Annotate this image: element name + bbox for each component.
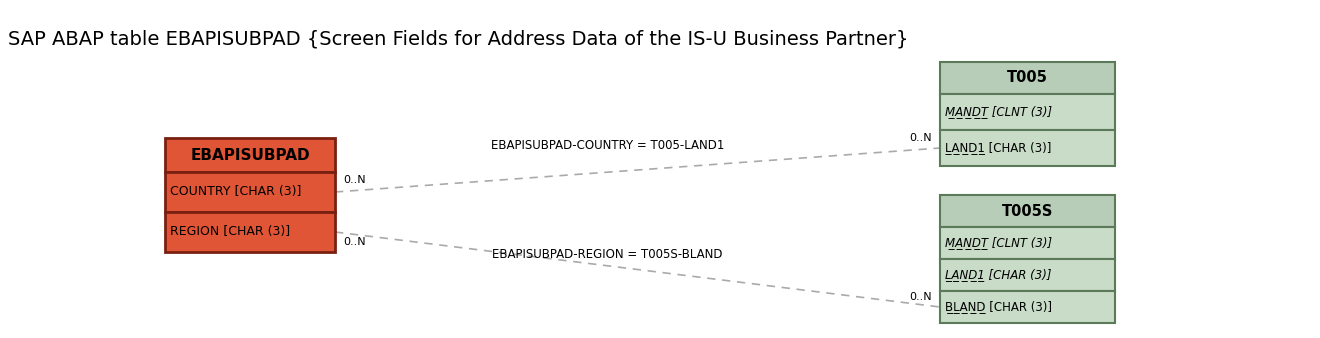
Bar (940, 94, 1115, 130)
Text: EBAPISUBPAD-COUNTRY = T005-LAND1: EBAPISUBPAD-COUNTRY = T005-LAND1 (491, 139, 725, 152)
Bar (940, 195, 1115, 227)
Text: L̲A̲N̲D̲1̲ [CHAR (3)]: L̲A̲N̲D̲1̲ [CHAR (3)] (945, 142, 1051, 154)
Text: EBAPISUBPAD: EBAPISUBPAD (190, 147, 310, 163)
Text: M̲A̲N̲D̲T̲ [CLNT (3)]: M̲A̲N̲D̲T̲ [CLNT (3)] (945, 237, 1052, 249)
Bar (165, 138, 335, 172)
Text: 0..N: 0..N (909, 292, 932, 302)
Text: M̲A̲N̲D̲T̲ [CLNT (3)]: M̲A̲N̲D̲T̲ [CLNT (3)] (945, 105, 1052, 119)
Text: 0..N: 0..N (343, 175, 366, 185)
Bar (940, 259, 1115, 291)
Bar (940, 291, 1115, 323)
Bar (940, 62, 1115, 94)
Bar (165, 212, 335, 252)
Text: 0..N: 0..N (343, 237, 366, 247)
Bar (940, 130, 1115, 166)
Text: B̲L̲A̲N̲D̲ [CHAR (3)]: B̲L̲A̲N̲D̲ [CHAR (3)] (945, 300, 1052, 314)
Text: EBAPISUBPAD-REGION = T005S-BLAND: EBAPISUBPAD-REGION = T005S-BLAND (492, 248, 723, 262)
Bar (940, 227, 1115, 259)
Text: T005S: T005S (1002, 203, 1053, 218)
Bar (165, 172, 335, 212)
Text: T005: T005 (1007, 71, 1048, 86)
Text: 0..N: 0..N (909, 133, 932, 143)
Text: REGION [CHAR (3)]: REGION [CHAR (3)] (170, 225, 290, 239)
Text: SAP ABAP table EBAPISUBPAD {Screen Fields for Address Data of the IS-U Business : SAP ABAP table EBAPISUBPAD {Screen Field… (8, 30, 908, 49)
Text: COUNTRY [CHAR (3)]: COUNTRY [CHAR (3)] (170, 186, 301, 198)
Text: L̲A̲N̲D̲1̲ [CHAR (3)]: L̲A̲N̲D̲1̲ [CHAR (3)] (945, 268, 1052, 282)
